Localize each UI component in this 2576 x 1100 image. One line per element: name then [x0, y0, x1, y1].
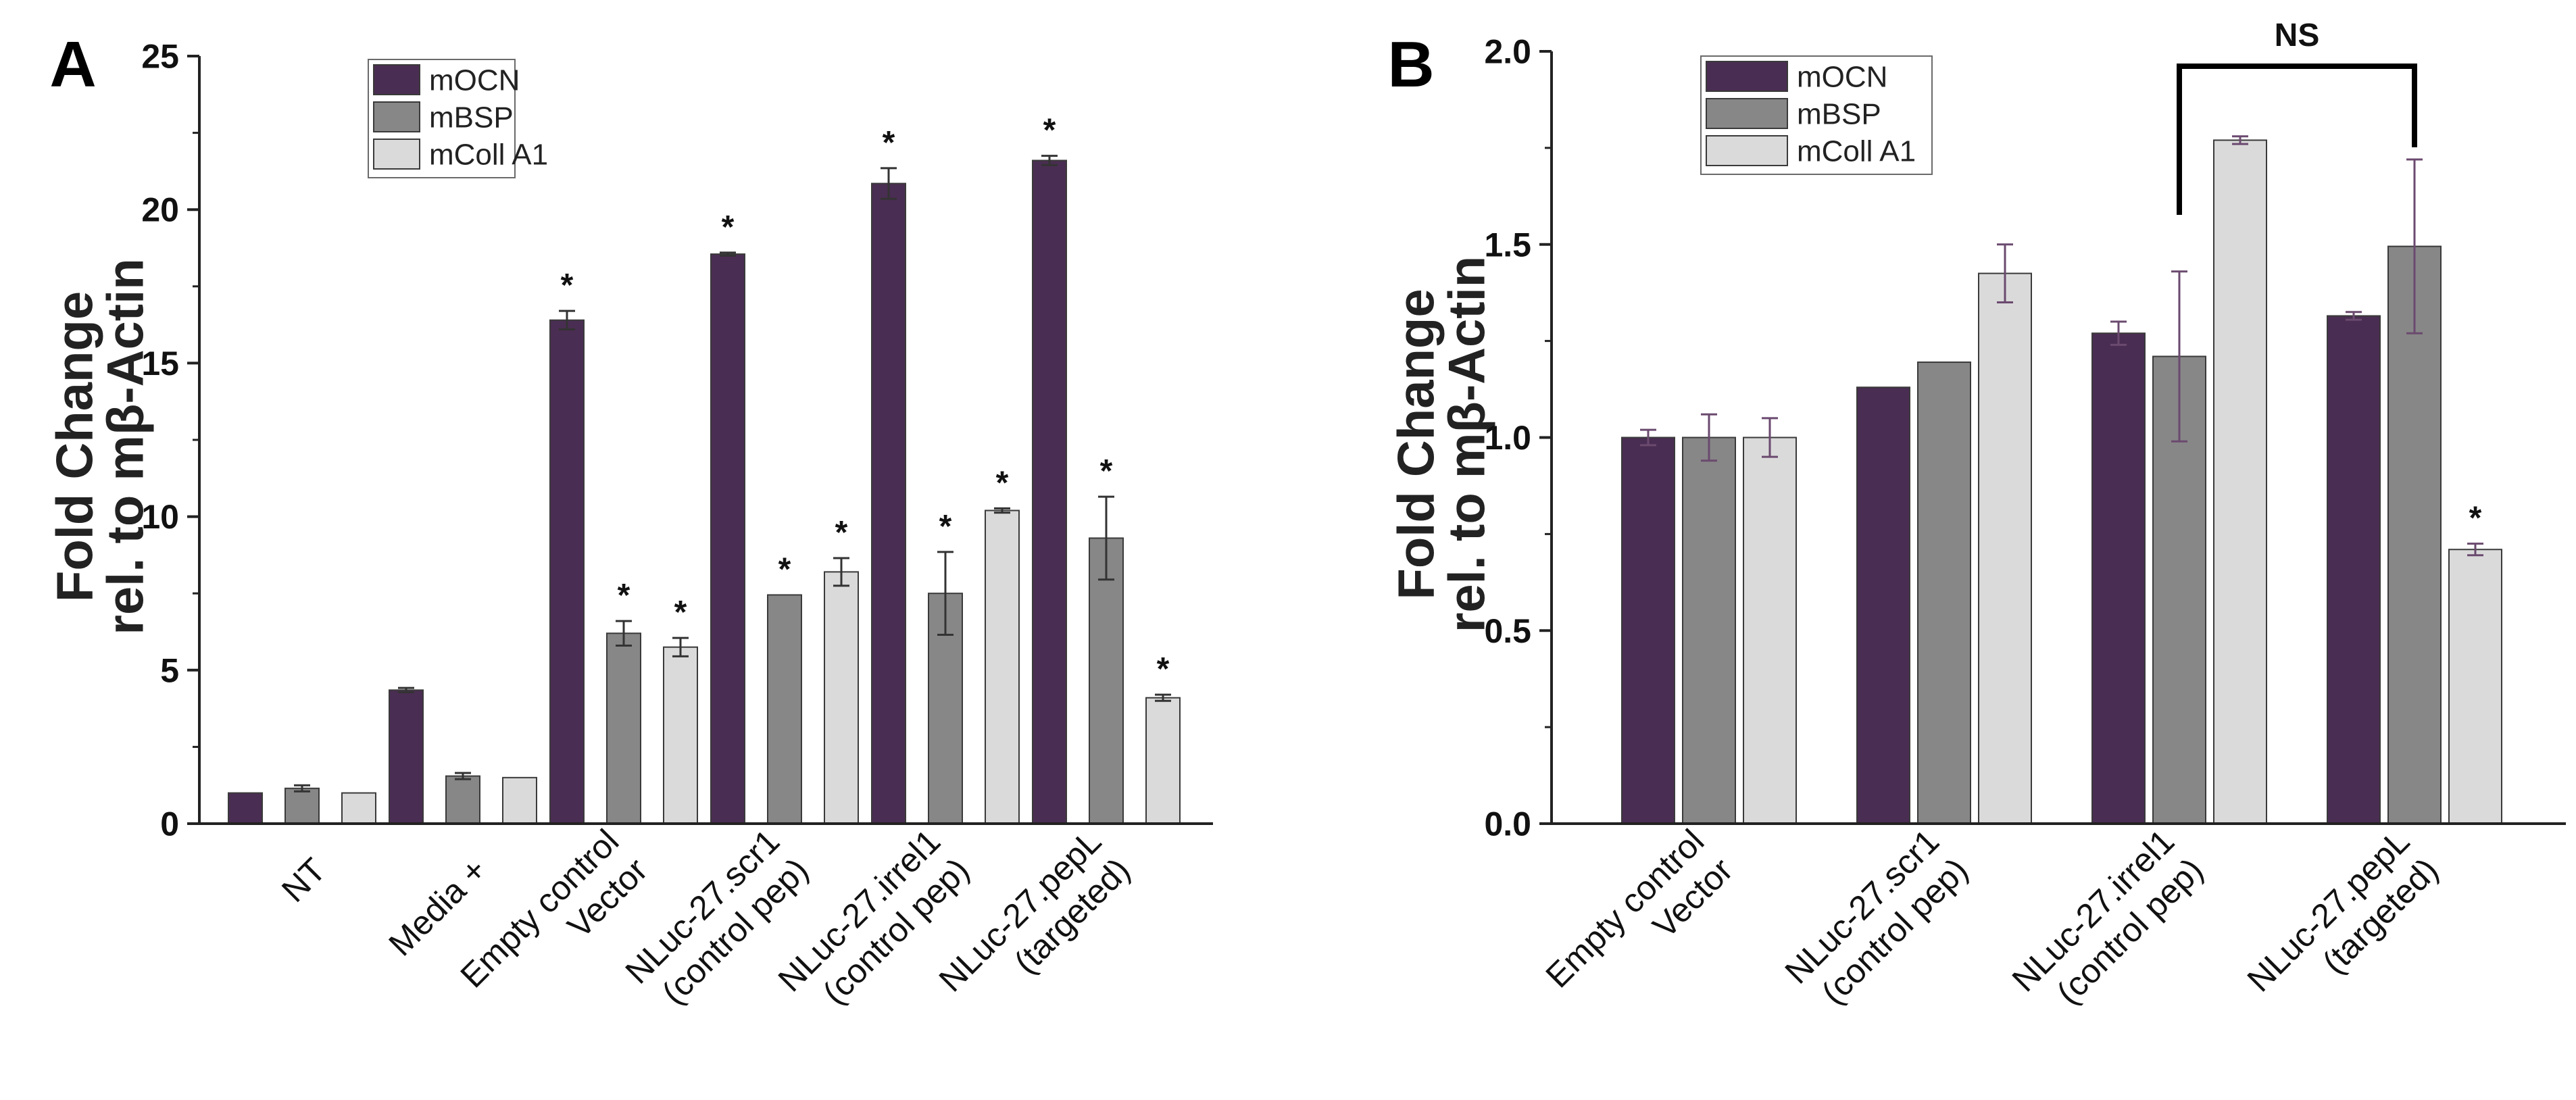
panel-label: B — [1387, 28, 1434, 101]
significance-marker: * — [1043, 113, 1056, 149]
legend-label: mColl A1 — [429, 138, 548, 171]
legend-label: mColl A1 — [1797, 134, 1916, 168]
bar-mcoll-a1 — [502, 776, 537, 824]
significance-marker: * — [939, 509, 952, 545]
bar-mocn — [1032, 159, 1067, 825]
significance-marker: * — [778, 551, 791, 587]
y-tick-label: 1.5 — [1484, 226, 1531, 264]
bar-mcoll-a1 — [824, 571, 859, 825]
significance-marker: * — [674, 595, 687, 630]
y-axis-label-line1: Fold Change — [47, 291, 104, 602]
significance-marker: * — [1100, 453, 1113, 489]
y-tick-label: 5 — [160, 651, 179, 689]
bar-mbsp — [767, 594, 802, 824]
bar-mcoll-a1 — [1743, 436, 1797, 824]
legend: mOCN mBSP mColl A1 — [1700, 55, 1933, 175]
legend-swatch — [1706, 135, 1788, 166]
bar-mcoll-a1 — [341, 792, 376, 825]
bar-mocn — [710, 253, 745, 824]
bar-mcoll-a1 — [1145, 697, 1181, 825]
legend-swatch — [1706, 98, 1788, 129]
y-tick-label: 0.0 — [1484, 805, 1531, 843]
bar-mbsp — [1917, 361, 1971, 824]
y-tick-label: 1.0 — [1484, 419, 1531, 457]
bar-mbsp — [606, 632, 641, 824]
significance-marker: * — [1157, 651, 1170, 687]
bar-mbsp — [284, 787, 320, 825]
significance-marker: * — [2469, 501, 2482, 536]
panel-label: A — [49, 28, 96, 101]
bar-mocn — [871, 182, 906, 824]
bar-mocn — [1856, 386, 1910, 824]
legend: mOCN mBSP mColl A1 — [368, 59, 548, 178]
bar-mcoll-a1 — [985, 509, 1020, 825]
ns-bracket-line — [2177, 64, 2417, 215]
bar-mcoll-a1 — [1978, 272, 2032, 824]
bar-mocn — [389, 689, 424, 824]
legend-swatch — [1706, 61, 1788, 92]
legend-swatch — [373, 64, 420, 95]
y-axis-label-line1: Fold Change — [1388, 289, 1445, 599]
significance-marker: * — [722, 209, 735, 245]
legend-label: mBSP — [429, 101, 514, 134]
y-tick-label: 0 — [160, 805, 179, 843]
bar-mbsp — [1682, 436, 1736, 824]
ns-bracket: NS — [2177, 18, 2417, 215]
bar-mcoll-a1 — [663, 646, 698, 824]
legend-swatch — [373, 101, 420, 132]
significance-marker: * — [835, 515, 848, 551]
y-axis-label-line2: rel. to mβ-Actin — [97, 258, 155, 634]
legend-label: mOCN — [429, 64, 520, 97]
y-axis-label-line2: rel. to mβ-Actin — [1439, 256, 1496, 632]
bar-mocn — [549, 319, 585, 824]
y-tick-label: 25 — [141, 38, 179, 76]
y-tick-label: 15 — [141, 345, 179, 382]
y-tick-label: 2.0 — [1484, 33, 1531, 71]
y-tick-label: 10 — [141, 498, 179, 536]
bar-mocn — [1621, 436, 1675, 824]
bar-mocn — [2327, 315, 2381, 825]
ns-label: NS — [2275, 18, 2320, 53]
bar-mocn — [228, 792, 263, 825]
significance-marker: * — [618, 578, 630, 614]
y-tick-label: 20 — [141, 191, 179, 229]
significance-marker: * — [996, 465, 1009, 501]
bar-mcoll-a1 — [2213, 139, 2267, 824]
legend-label: mBSP — [1797, 97, 1881, 130]
bar-mocn — [2091, 332, 2146, 824]
bar-mcoll-a1 — [2448, 549, 2502, 824]
legend-swatch — [373, 139, 420, 170]
bar-mbsp — [1089, 537, 1124, 825]
y-tick-label: 0.5 — [1484, 612, 1531, 650]
bar-mbsp — [445, 775, 480, 824]
significance-marker: * — [561, 268, 574, 303]
legend-label: mOCN — [1797, 60, 1887, 93]
significance-marker: * — [883, 125, 895, 161]
